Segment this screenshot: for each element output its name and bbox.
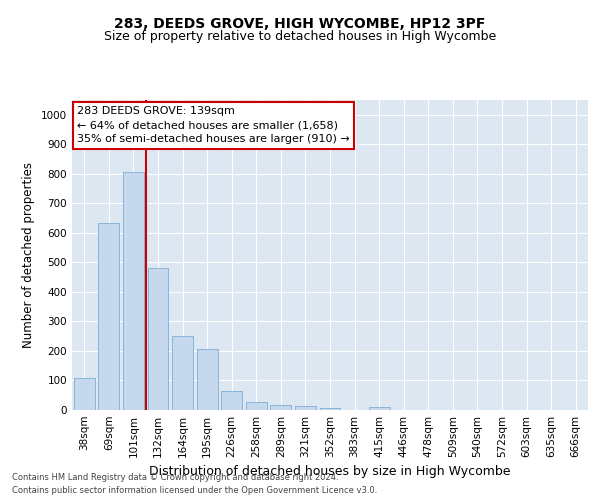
Text: Contains public sector information licensed under the Open Government Licence v3: Contains public sector information licen… (12, 486, 377, 495)
Bar (172, 336, 193, 410)
Bar (74, 378, 95, 410)
Y-axis label: Number of detached properties: Number of detached properties (22, 162, 35, 348)
Bar (246, 402, 267, 410)
Bar (271, 404, 292, 410)
Text: 283 DEEDS GROVE: 139sqm
← 64% of detached houses are smaller (1,658)
35% of semi: 283 DEEDS GROVE: 139sqm ← 64% of detache… (77, 106, 350, 144)
Bar (368, 407, 389, 410)
Bar (197, 349, 218, 410)
Text: Contains HM Land Registry data © Crown copyright and database right 2024.: Contains HM Land Registry data © Crown c… (12, 474, 338, 482)
Bar (320, 408, 340, 410)
Text: Size of property relative to detached houses in High Wycombe: Size of property relative to detached ho… (104, 30, 496, 43)
X-axis label: Distribution of detached houses by size in High Wycombe: Distribution of detached houses by size … (149, 466, 511, 478)
Bar (148, 268, 169, 410)
Bar (98, 222, 119, 410)
Bar (221, 392, 242, 410)
Bar (123, 172, 144, 410)
Text: 283, DEEDS GROVE, HIGH WYCOMBE, HP12 3PF: 283, DEEDS GROVE, HIGH WYCOMBE, HP12 3PF (115, 18, 485, 32)
Bar (295, 406, 316, 410)
